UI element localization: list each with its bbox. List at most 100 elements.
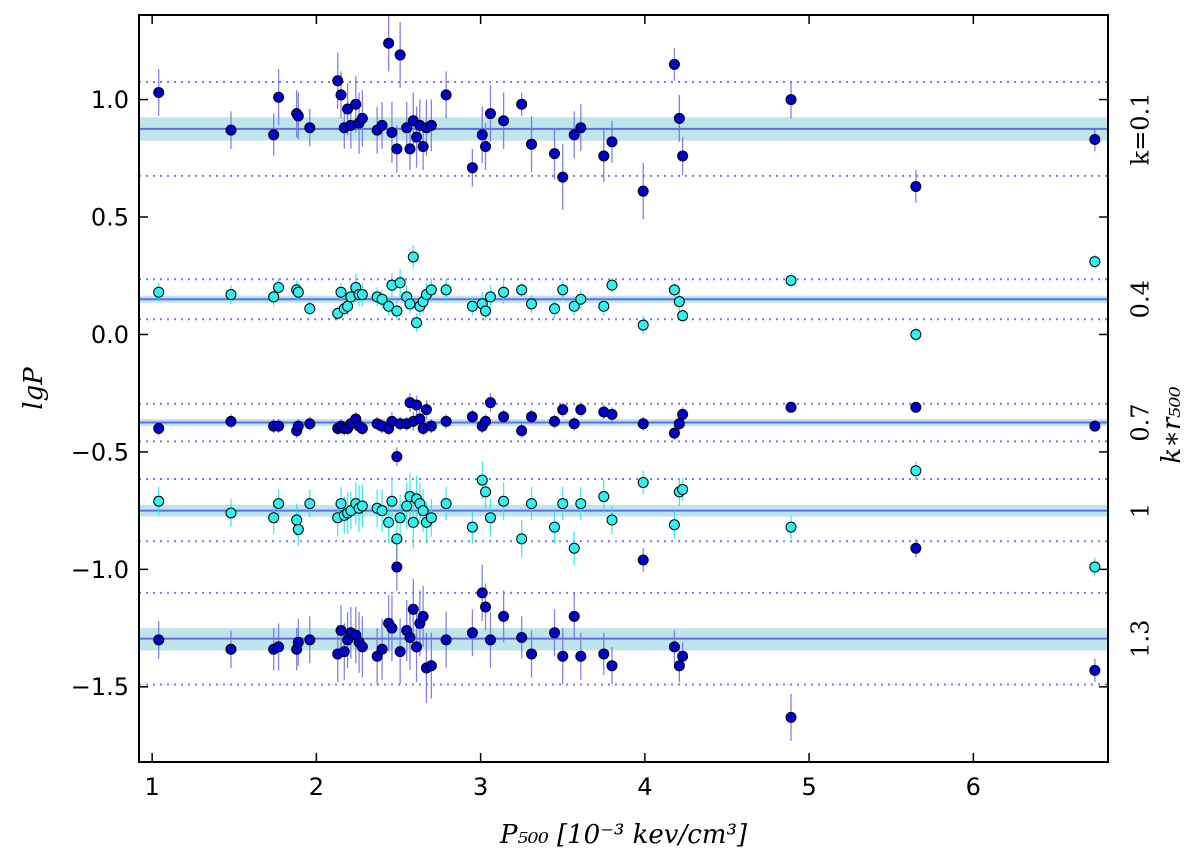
data-point-2-37 bbox=[549, 415, 561, 427]
data-point-0-37 bbox=[549, 148, 561, 160]
data-point-4-32 bbox=[480, 601, 492, 613]
data-point-0-24 bbox=[411, 131, 423, 143]
data-point-3-20 bbox=[394, 512, 406, 524]
data-point-3-33 bbox=[484, 512, 496, 524]
data-point-1-49 bbox=[1089, 256, 1101, 268]
data-point-1-46 bbox=[677, 310, 689, 322]
band-label-4: 1.3 bbox=[1126, 620, 1154, 658]
x-tick-label-3: 4 bbox=[637, 773, 652, 801]
x-axis-title: P₅₀₀ [10⁻³ kev/cm³] bbox=[499, 820, 748, 850]
data-point-1-16 bbox=[376, 293, 388, 305]
data-point-1-45 bbox=[673, 296, 685, 308]
data-point-2-46 bbox=[677, 408, 689, 420]
data-point-3-28 bbox=[425, 512, 437, 524]
data-point-4-35 bbox=[516, 632, 528, 643]
data-point-0-0 bbox=[153, 87, 165, 99]
data-point-0-2 bbox=[268, 129, 280, 141]
data-point-4-9 bbox=[338, 646, 350, 658]
label-layer: k=0.1 0.4 0.7 1 1.3 P₅₀₀ [10⁻³ kev/cm³] lgP k∗r… bbox=[19, 93, 1187, 850]
data-point-3-5 bbox=[292, 523, 304, 535]
data-point-4-34 bbox=[498, 610, 510, 622]
data-point-0-49 bbox=[1089, 134, 1101, 145]
data-point-0-16 bbox=[376, 119, 388, 131]
data-point-0-33 bbox=[484, 108, 496, 120]
data-point-1-35 bbox=[516, 284, 528, 296]
data-point-1-5 bbox=[292, 286, 304, 298]
x-tick-label-4: 5 bbox=[801, 773, 816, 801]
data-point-3-0 bbox=[153, 495, 165, 507]
data-point-0-32 bbox=[480, 141, 492, 153]
data-point-0-40 bbox=[575, 122, 587, 134]
data-point-3-29 bbox=[440, 498, 452, 510]
data-point-4-42 bbox=[606, 660, 618, 672]
data-point-2-42 bbox=[606, 408, 618, 420]
data-point-2-39 bbox=[568, 418, 580, 430]
data-point-0-20 bbox=[394, 49, 406, 61]
data-point-1-41 bbox=[598, 300, 610, 312]
data-point-3-37 bbox=[549, 521, 561, 533]
data-point-0-47 bbox=[785, 94, 797, 106]
data-point-0-14 bbox=[356, 112, 368, 124]
data-point-0-17 bbox=[383, 37, 395, 49]
data-point-0-34 bbox=[498, 115, 510, 127]
data-point-4-18 bbox=[386, 622, 398, 634]
data-point-1-22 bbox=[404, 298, 416, 310]
data-point-1-3 bbox=[273, 281, 285, 293]
data-point-2-49 bbox=[1089, 420, 1101, 432]
data-point-2-3 bbox=[273, 420, 285, 432]
data-point-2-36 bbox=[526, 411, 538, 423]
data-point-4-44 bbox=[668, 641, 680, 653]
data-point-1-47 bbox=[785, 274, 797, 286]
data-point-3-38 bbox=[557, 498, 569, 510]
data-point-3-19 bbox=[391, 533, 403, 545]
data-point-2-28 bbox=[425, 420, 437, 432]
data-point-3-41 bbox=[598, 491, 610, 503]
data-point-4-14 bbox=[356, 641, 368, 653]
data-point-4-36 bbox=[526, 648, 538, 660]
data-point-3-4 bbox=[291, 514, 303, 526]
point-layer bbox=[153, 37, 1101, 723]
data-point-2-44 bbox=[668, 427, 680, 439]
data-point-0-35 bbox=[516, 98, 528, 110]
data-point-1-29 bbox=[440, 284, 452, 296]
data-point-3-14 bbox=[356, 500, 368, 512]
data-point-2-1 bbox=[225, 415, 237, 427]
data-point-4-28 bbox=[425, 660, 437, 672]
data-point-0-30 bbox=[466, 162, 478, 174]
data-point-3-2 bbox=[268, 512, 280, 524]
data-point-4-45 bbox=[673, 660, 685, 672]
data-point-0-19 bbox=[391, 143, 403, 155]
data-point-0-22 bbox=[404, 143, 416, 155]
data-point-0-31 bbox=[476, 129, 488, 141]
data-point-1-17 bbox=[383, 300, 395, 312]
data-point-0-41 bbox=[598, 150, 610, 162]
band-label-2: 0.7 bbox=[1126, 403, 1154, 441]
data-point-1-2 bbox=[268, 291, 280, 303]
data-point-3-39 bbox=[568, 542, 580, 554]
data-point-2-34 bbox=[498, 411, 510, 423]
data-point-2-38 bbox=[557, 404, 569, 416]
data-point-2-48 bbox=[910, 401, 922, 413]
data-point-1-30 bbox=[466, 300, 478, 312]
data-point-0-1 bbox=[225, 124, 237, 136]
data-point-1-39 bbox=[568, 300, 580, 312]
data-point-0-12 bbox=[350, 98, 362, 110]
data-point-0-7 bbox=[332, 75, 344, 87]
data-point-2-25 bbox=[414, 413, 426, 425]
data-point-3-48 bbox=[910, 465, 922, 477]
data-point-2-30 bbox=[466, 411, 478, 423]
data-point-1-33 bbox=[484, 291, 496, 303]
band-label-3: 1 bbox=[1126, 503, 1154, 518]
data-point-3-23 bbox=[407, 516, 419, 528]
data-point-4-6 bbox=[304, 634, 316, 646]
y-tick-label-4: −1.0 bbox=[71, 556, 129, 584]
data-point-0-43 bbox=[637, 185, 649, 197]
data-point-3-16 bbox=[376, 505, 388, 517]
data-point-4-20 bbox=[394, 646, 406, 658]
data-point-3-31 bbox=[476, 474, 488, 486]
data-point-4-3 bbox=[273, 641, 285, 653]
data-point-0-21 bbox=[401, 122, 413, 134]
data-point-4-16 bbox=[376, 643, 388, 655]
data-point-3-47 bbox=[785, 521, 797, 533]
